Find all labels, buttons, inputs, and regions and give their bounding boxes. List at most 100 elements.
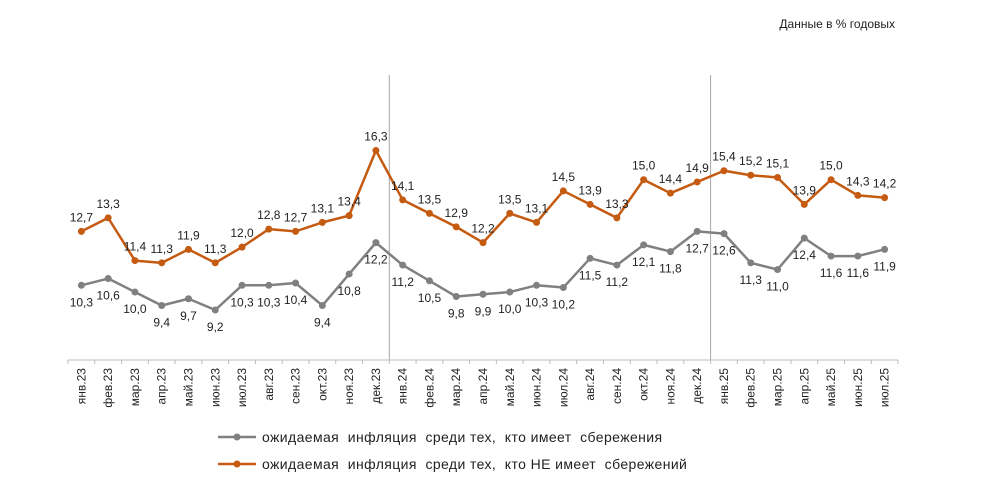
data-point	[613, 261, 621, 269]
data-label: 10,8	[337, 284, 361, 298]
data-point	[720, 167, 728, 175]
data-point	[104, 275, 112, 283]
x-tick-label: янв.23	[74, 368, 88, 405]
data-label: 11,6	[847, 266, 870, 280]
data-point	[774, 173, 782, 181]
x-tick-label: апр.23	[155, 368, 169, 405]
data-point	[586, 254, 594, 262]
data-label: 13,5	[418, 192, 442, 206]
data-point	[854, 252, 862, 260]
x-tick-label: янв.24	[396, 368, 410, 405]
data-label: 12,1	[632, 255, 656, 269]
x-tick-label: авг.24	[583, 368, 597, 401]
data-label: 12,0	[230, 226, 254, 240]
data-point	[292, 227, 300, 235]
data-point	[827, 176, 835, 184]
series-savers: 10,3 10,610,09,4 9,79,210,3 10,3 10,49,410,8…	[70, 227, 896, 334]
data-label: 15,0	[632, 159, 656, 173]
data-label: 14,3	[846, 174, 870, 188]
data-point	[640, 176, 648, 184]
data-point	[506, 209, 514, 217]
data-label: 13,1	[311, 201, 335, 215]
data-label: 15,1	[766, 156, 790, 170]
data-label: 11,5	[579, 268, 602, 282]
data-point	[158, 259, 166, 267]
data-label: 11,0	[766, 280, 789, 294]
data-label: 12,7	[284, 210, 308, 224]
legend-item-non-savers: ожидаемая инфляция среди тех, кто НЕ име…	[218, 456, 687, 472]
data-label: 10,6	[96, 289, 120, 303]
data-point	[720, 230, 728, 238]
data-point	[131, 257, 139, 265]
data-label: 10,3	[525, 295, 549, 309]
data-point	[693, 227, 701, 235]
data-point	[774, 266, 782, 274]
data-point	[158, 302, 166, 310]
data-label: 11,3	[204, 242, 227, 256]
data-label: 12,8	[257, 208, 281, 222]
data-point	[827, 252, 835, 260]
unit-note: Данные в % годовых	[779, 17, 895, 31]
data-point	[693, 178, 701, 186]
data-label: 10,0	[498, 302, 522, 316]
data-point	[881, 245, 889, 253]
data-point	[104, 214, 112, 222]
x-tick-label: окт.24	[637, 368, 651, 401]
data-point	[265, 225, 273, 233]
x-tick-label: сен.23	[289, 368, 303, 404]
x-tick-label: июн.23	[208, 368, 222, 407]
data-point	[399, 261, 407, 269]
x-tick-label: июн.24	[530, 368, 544, 407]
data-label: 15,2	[739, 154, 763, 168]
data-label: 13,3	[605, 197, 629, 211]
data-label: 13,9	[578, 183, 602, 197]
data-label: 9,7	[180, 309, 197, 323]
data-label: 10,3	[230, 295, 254, 309]
x-tick-labels: янв.23 фев.23 мар.23 апр.23 май.23 июн.23 июл.…	[67, 360, 899, 408]
data-point	[479, 239, 487, 247]
data-label: 10,0	[123, 302, 147, 316]
data-label: 9,4	[153, 316, 170, 330]
data-label: 11,3	[150, 242, 173, 256]
data-point	[211, 259, 219, 267]
data-label: 10,2	[552, 298, 576, 312]
x-tick-label: июн.25	[851, 368, 865, 407]
year-dividers	[388, 75, 712, 360]
data-label: 12,2	[471, 222, 495, 236]
data-label: 14,5	[552, 170, 576, 184]
data-point	[613, 214, 621, 222]
data-label: 13,9	[793, 183, 817, 197]
x-tick-label: фев.25	[744, 368, 758, 408]
data-point	[800, 200, 808, 208]
data-point	[559, 284, 567, 292]
legend-item-savers: ожидаемая инфляция среди тех, кто имеет …	[218, 429, 662, 445]
data-point	[399, 196, 407, 204]
data-label: 11,4	[124, 240, 147, 254]
x-tick-label: фев.23	[101, 368, 115, 408]
data-point	[372, 147, 380, 154]
data-point	[452, 223, 460, 231]
data-label: 10,3	[70, 295, 94, 309]
data-point	[747, 259, 755, 267]
data-point	[77, 281, 85, 289]
data-label: 12,4	[793, 248, 817, 262]
data-label: 10,4	[284, 293, 308, 307]
data-label: 15,0	[819, 159, 843, 173]
data-point	[425, 277, 433, 285]
x-tick-label: окт.23	[315, 368, 329, 401]
data-label: 11,8	[659, 262, 682, 276]
data-point	[881, 194, 889, 202]
data-label: 12,7	[686, 241, 710, 255]
x-tick-label: апр.24	[476, 368, 490, 405]
data-label: 11,2	[391, 275, 414, 289]
data-label: 10,3	[257, 295, 281, 309]
data-point	[479, 290, 487, 298]
data-point	[238, 243, 246, 251]
data-label: 15,4	[712, 150, 736, 164]
x-tick-label: сен.24	[610, 368, 624, 404]
data-label: 16,3	[364, 130, 388, 144]
data-point	[559, 187, 567, 195]
data-point	[533, 218, 541, 226]
data-point	[666, 248, 674, 256]
x-tick-label: июл.23	[235, 368, 249, 407]
